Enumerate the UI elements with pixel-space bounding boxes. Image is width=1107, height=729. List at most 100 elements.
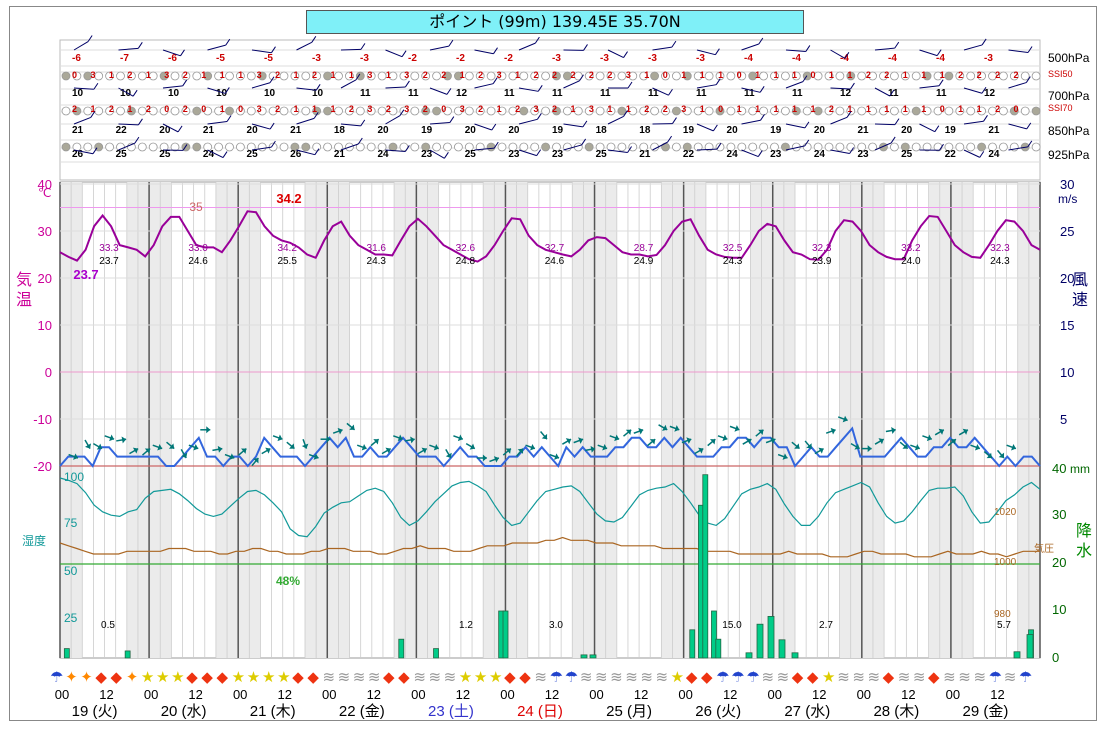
wind-arrow-head	[998, 452, 1005, 458]
precip-bar	[715, 638, 722, 659]
ua-wind-barb	[518, 149, 537, 157]
ua-ssi70-value: 1	[607, 104, 612, 114]
ua-925-value: 24	[814, 149, 826, 160]
x-tick-label: 12	[634, 687, 648, 702]
ua-wind-barb	[340, 48, 361, 51]
ua-ssi50-value: 1	[146, 70, 151, 80]
right-wind-unit: m/s	[1058, 192, 1077, 206]
precip-bar	[580, 654, 588, 659]
ua-circle	[1031, 106, 1041, 116]
ua-wind-barb	[474, 147, 495, 151]
ua-wind-barb	[429, 87, 448, 95]
ua-circle	[170, 106, 180, 116]
ua-circle	[835, 106, 845, 116]
ua-700-value: 10	[120, 88, 132, 99]
ua-circle	[181, 106, 191, 116]
ua-circle	[879, 106, 888, 116]
ua-850-value: 18	[639, 125, 651, 136]
wind-arrow-head	[337, 427, 343, 435]
left-tick-10: 10	[38, 318, 52, 333]
ua-850-value: 20	[377, 125, 389, 136]
ua-wind-barb-flag	[802, 75, 808, 82]
wind-arrow-head	[84, 443, 92, 449]
ua-ssi70-value: 2	[995, 104, 1000, 114]
ua-wind-barb	[741, 149, 759, 158]
ua-850-value: 20	[465, 125, 477, 136]
wind-arrow-head	[938, 428, 944, 435]
temp-min-label: 23.9	[812, 256, 832, 267]
ua-wind-barb-flag	[226, 115, 232, 122]
ua-wind-barb-flag	[844, 52, 850, 59]
ua-wind-barb	[563, 123, 583, 128]
ua-circle	[497, 106, 507, 116]
ua-circle	[966, 142, 976, 152]
ua-circle	[682, 142, 692, 152]
ua-700-value: 11	[360, 88, 371, 99]
ua-circle	[268, 106, 278, 116]
ua-circle	[955, 106, 965, 116]
ua-wind-barb	[563, 80, 580, 89]
ua-circle	[922, 71, 932, 81]
ua-925-value: 22	[945, 149, 957, 160]
ua-wind-barb-flag	[269, 76, 275, 84]
ua-circle	[453, 142, 463, 152]
pressure-tick-1000: 1000	[994, 557, 1017, 568]
ua-circle	[192, 142, 202, 152]
ua-wind-barb	[162, 49, 181, 57]
ua-ssi70-value: 3	[589, 104, 594, 114]
ua-wind-barb-flag	[1027, 46, 1033, 53]
right-wind-title-1: 風	[1072, 272, 1088, 289]
ua-wind-barb	[874, 123, 895, 126]
temp-max-label: 32.3	[990, 243, 1010, 254]
wind-arrow-head	[891, 427, 896, 434]
weather-icon: ★	[822, 669, 835, 686]
ua-ssi50-value: 1	[718, 70, 723, 80]
ua-925-value: 24	[377, 149, 389, 160]
ua-925-value: 25	[247, 149, 259, 160]
ua-circle	[432, 71, 442, 81]
ua-circle	[432, 142, 442, 152]
level-label-850hPa: 850hPa	[1048, 124, 1090, 138]
ua-circle	[1009, 106, 1019, 116]
ua-circle	[791, 106, 801, 116]
wind-arrow-head	[313, 453, 319, 460]
ua-wind-barb	[340, 79, 357, 89]
ua-ssi70-value: 3	[534, 104, 539, 114]
ua-circle	[650, 106, 659, 116]
ua-circle	[639, 71, 649, 81]
ua-circle	[192, 71, 202, 81]
ua-circle	[323, 142, 333, 152]
ua-circle	[606, 142, 616, 152]
ua-wind-barb-flag	[270, 140, 276, 148]
ua-circle	[759, 71, 768, 81]
humidity-min-label: 48%	[276, 574, 300, 588]
weather-icon: ≋	[958, 669, 971, 686]
ua-circle	[443, 71, 452, 81]
ua-circle	[639, 106, 649, 116]
wind-arrow-head	[590, 445, 596, 453]
weather-icon: ≋	[444, 669, 457, 686]
wind-arrow-head	[433, 443, 439, 451]
ua-wind-barb	[563, 144, 582, 151]
right-wind-tick-15: 15	[1060, 318, 1074, 333]
ua-circle	[857, 71, 867, 81]
ua-circle	[257, 106, 267, 116]
ua-wind-barb	[652, 46, 672, 51]
ua-wind-barb-flag	[581, 138, 587, 146]
x-tick-label: 00	[322, 687, 336, 702]
ua-circle	[453, 106, 463, 116]
ua-wind-barb	[429, 122, 450, 125]
ua-circle	[1009, 71, 1019, 81]
ua-wind-barb	[474, 49, 494, 55]
ua-wind-barb-flag	[138, 118, 143, 126]
ua-circle	[552, 71, 561, 81]
ua-wind-barb-flag	[623, 51, 628, 58]
wind-arrow-head	[902, 443, 908, 449]
wind-arrow-head	[541, 433, 548, 440]
ua-925-value: 23	[421, 149, 433, 160]
temp-min-label: 24.6	[545, 256, 565, 267]
weather-icon: ☂	[1019, 669, 1032, 686]
ua-700-value: 10	[72, 88, 84, 99]
left-tick-40: 40	[38, 177, 52, 192]
ssi70-label: SSI70	[1048, 103, 1073, 113]
